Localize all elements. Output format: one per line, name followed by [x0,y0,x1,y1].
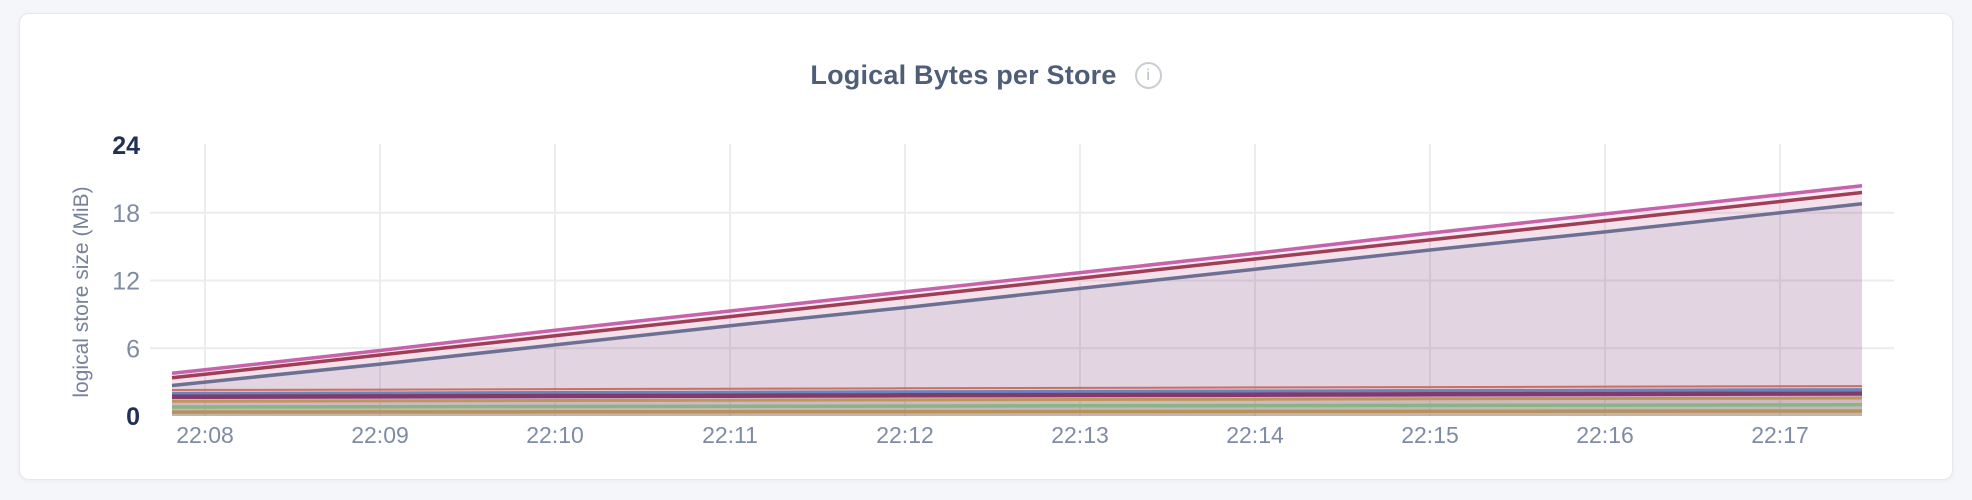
info-icon-glyph: i [1146,66,1150,84]
x-tick-label: 22:15 [1401,422,1459,448]
chart-header: Logical Bytes per Store i [20,60,1952,91]
info-icon[interactable]: i [1134,62,1162,89]
x-tick-label: 22:12 [876,422,934,448]
x-tick-label: 22:16 [1576,422,1634,448]
x-tick-label: 22:08 [176,422,234,448]
y-tick-label: 6 [126,335,140,363]
series-store-blue-line [171,388,1863,395]
chart-title: Logical Bytes per Store [810,60,1117,90]
series-store-tan-line [171,396,1863,403]
x-tick-label: 22:14 [1226,422,1284,448]
series-store-khaki-line [171,409,1862,414]
series-store-magenta-line [171,391,1863,400]
x-tick-label: 22:11 [702,422,758,448]
series-store-pink-fill [172,185,1862,416]
series-store-dark-red-line [171,190,1863,380]
series-store-pink-line [171,183,1863,376]
y-tick-label: 0 [126,403,140,431]
y-tick-label: 12 [112,268,140,296]
x-tick-label: 22:13 [1051,422,1109,448]
series-store-slate-line [171,202,1863,388]
x-tick-label: 22:17 [1751,422,1809,448]
x-tick-label: 22:09 [351,422,409,448]
series-store-slate-fill [172,203,1862,416]
x-tick-label: 22:10 [526,422,584,448]
series-store-green-line [172,403,1863,409]
y-tick-label: 24 [112,132,140,160]
series-store-salmon-line [171,385,1863,391]
y-tick-label: 18 [112,200,140,228]
